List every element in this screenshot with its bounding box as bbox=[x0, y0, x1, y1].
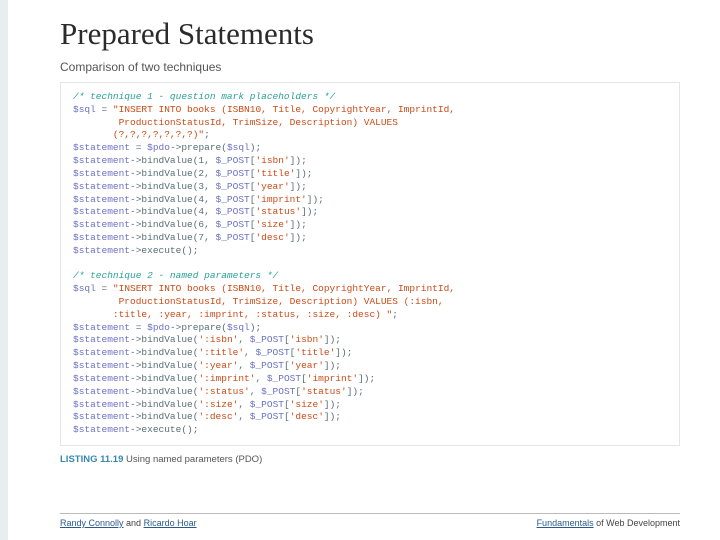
listing-text: Using named parameters (PDO) bbox=[123, 454, 262, 465]
footer-authors: Randy Connolly and Ricardo Hoar bbox=[60, 518, 197, 528]
slide-footer: Randy Connolly and Ricardo Hoar Fundamen… bbox=[60, 513, 680, 528]
author-name: Ricardo Hoar bbox=[144, 518, 197, 528]
slide-subtitle: Comparison of two techniques bbox=[60, 60, 680, 74]
listing-number: LISTING 11.19 bbox=[60, 454, 123, 465]
listing-caption: LISTING 11.19 Using named parameters (PD… bbox=[60, 452, 680, 471]
code-comment: /* technique 1 - question mark placehold… bbox=[73, 91, 335, 102]
footer-book-title: Fundamentals of Web Development bbox=[537, 518, 680, 528]
code-listing: /* technique 1 - question mark placehold… bbox=[60, 82, 680, 446]
code-comment: /* technique 2 - named parameters */ bbox=[73, 270, 278, 281]
author-name: Randy Connolly bbox=[60, 518, 124, 528]
slide-title: Prepared Statements bbox=[60, 16, 680, 52]
